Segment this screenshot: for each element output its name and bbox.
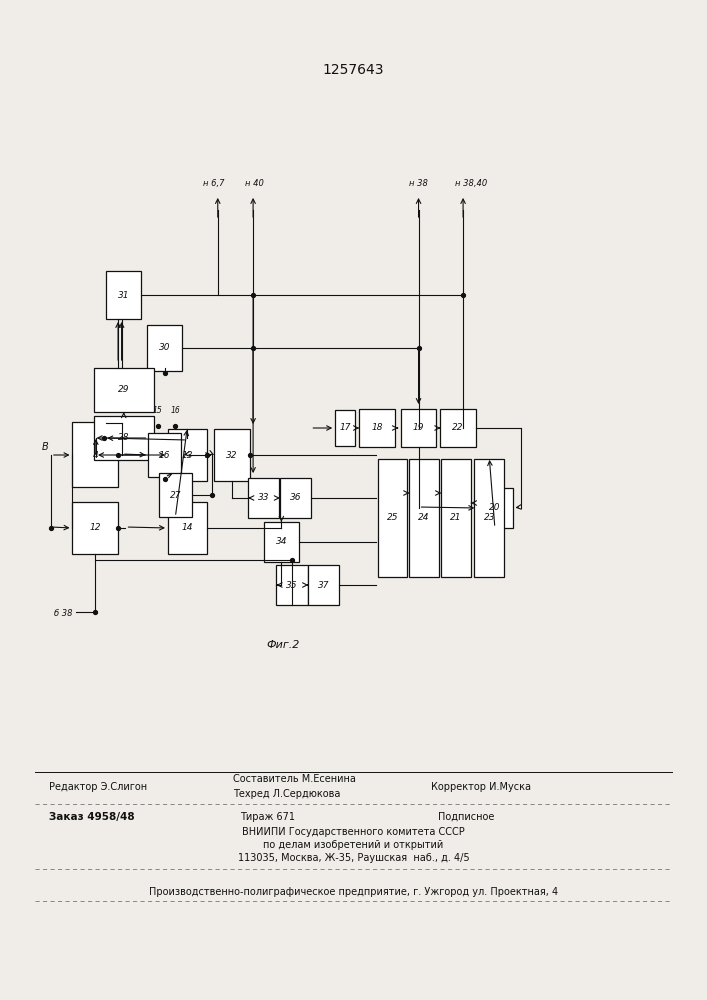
Text: 113035, Москва, Ж-35, Раушская  наб., д. 4/5: 113035, Москва, Ж-35, Раушская наб., д. … bbox=[238, 853, 469, 863]
Text: Фиг.2: Фиг.2 bbox=[266, 640, 300, 650]
Text: 4: 4 bbox=[93, 450, 98, 460]
Text: 23: 23 bbox=[484, 514, 495, 522]
Bar bbox=[248, 478, 279, 518]
Text: б 38: б 38 bbox=[54, 609, 73, 618]
Text: 29: 29 bbox=[118, 385, 129, 394]
Text: 30: 30 bbox=[159, 344, 170, 353]
Text: 15: 15 bbox=[153, 406, 163, 415]
Text: Тираж 671: Тираж 671 bbox=[240, 812, 296, 822]
Bar bbox=[168, 429, 207, 481]
Text: Корректор И.Муска: Корректор И.Муска bbox=[431, 782, 531, 792]
Text: 33: 33 bbox=[258, 493, 269, 502]
Text: 16: 16 bbox=[170, 406, 180, 415]
Text: н 40: н 40 bbox=[245, 179, 264, 188]
Text: н 38,40: н 38,40 bbox=[455, 179, 488, 188]
Bar bbox=[280, 478, 311, 518]
Bar bbox=[93, 368, 153, 412]
Text: 25: 25 bbox=[387, 514, 398, 522]
Bar bbox=[378, 459, 407, 577]
Bar bbox=[159, 473, 192, 517]
Bar bbox=[276, 565, 308, 605]
Bar bbox=[474, 459, 504, 577]
Bar bbox=[148, 433, 181, 477]
Text: 1257643: 1257643 bbox=[323, 63, 384, 77]
Text: 18: 18 bbox=[371, 424, 382, 432]
Bar bbox=[72, 502, 118, 554]
Bar bbox=[72, 422, 118, 487]
Text: ВНИИПИ Государственного комитета СССР: ВНИИПИ Государственного комитета СССР bbox=[242, 827, 465, 837]
Text: 19: 19 bbox=[413, 424, 424, 432]
Text: 27: 27 bbox=[170, 490, 181, 499]
Text: 37: 37 bbox=[318, 580, 329, 589]
Bar bbox=[440, 409, 476, 447]
Bar bbox=[93, 416, 153, 460]
Text: 13: 13 bbox=[182, 450, 193, 460]
Text: 28: 28 bbox=[118, 434, 129, 442]
Text: 32: 32 bbox=[226, 450, 238, 460]
Text: н 38: н 38 bbox=[409, 179, 428, 188]
Text: В: В bbox=[41, 442, 48, 452]
Bar bbox=[106, 271, 141, 319]
Text: 21: 21 bbox=[450, 514, 462, 522]
Text: 16: 16 bbox=[159, 450, 170, 460]
Text: 20: 20 bbox=[489, 504, 501, 512]
Text: 14: 14 bbox=[182, 524, 193, 532]
Text: Производственно-полиграфическое предприятие, г. Ужгород ул. Проектная, 4: Производственно-полиграфическое предприя… bbox=[149, 887, 558, 897]
Bar bbox=[409, 459, 439, 577]
Bar bbox=[477, 488, 513, 528]
Bar bbox=[401, 409, 436, 447]
Bar bbox=[147, 325, 182, 371]
Text: Составитель М.Есенина: Составитель М.Есенина bbox=[233, 774, 356, 784]
Text: 35: 35 bbox=[286, 580, 298, 589]
Text: 34: 34 bbox=[276, 538, 287, 546]
Bar bbox=[308, 565, 339, 605]
Text: 17: 17 bbox=[339, 424, 351, 432]
Bar bbox=[214, 429, 250, 481]
Text: Редактор Э.Слигон: Редактор Э.Слигон bbox=[49, 782, 148, 792]
Bar bbox=[441, 459, 471, 577]
Text: 24: 24 bbox=[419, 514, 430, 522]
Text: по делам изобретений и открытий: по делам изобретений и открытий bbox=[264, 840, 443, 850]
Text: Подписное: Подписное bbox=[438, 812, 495, 822]
Bar bbox=[335, 410, 355, 446]
Bar bbox=[359, 409, 395, 447]
Text: 36: 36 bbox=[290, 493, 301, 502]
Text: 31: 31 bbox=[118, 290, 129, 300]
Text: 22: 22 bbox=[452, 424, 464, 432]
Text: 12: 12 bbox=[90, 524, 101, 532]
Bar bbox=[264, 522, 299, 562]
Text: Заказ 4958/48: Заказ 4958/48 bbox=[49, 812, 135, 822]
Bar bbox=[168, 502, 207, 554]
Text: н 6,7: н 6,7 bbox=[204, 179, 225, 188]
Text: Техред Л.Сердюкова: Техред Л.Сердюкова bbox=[233, 789, 341, 799]
